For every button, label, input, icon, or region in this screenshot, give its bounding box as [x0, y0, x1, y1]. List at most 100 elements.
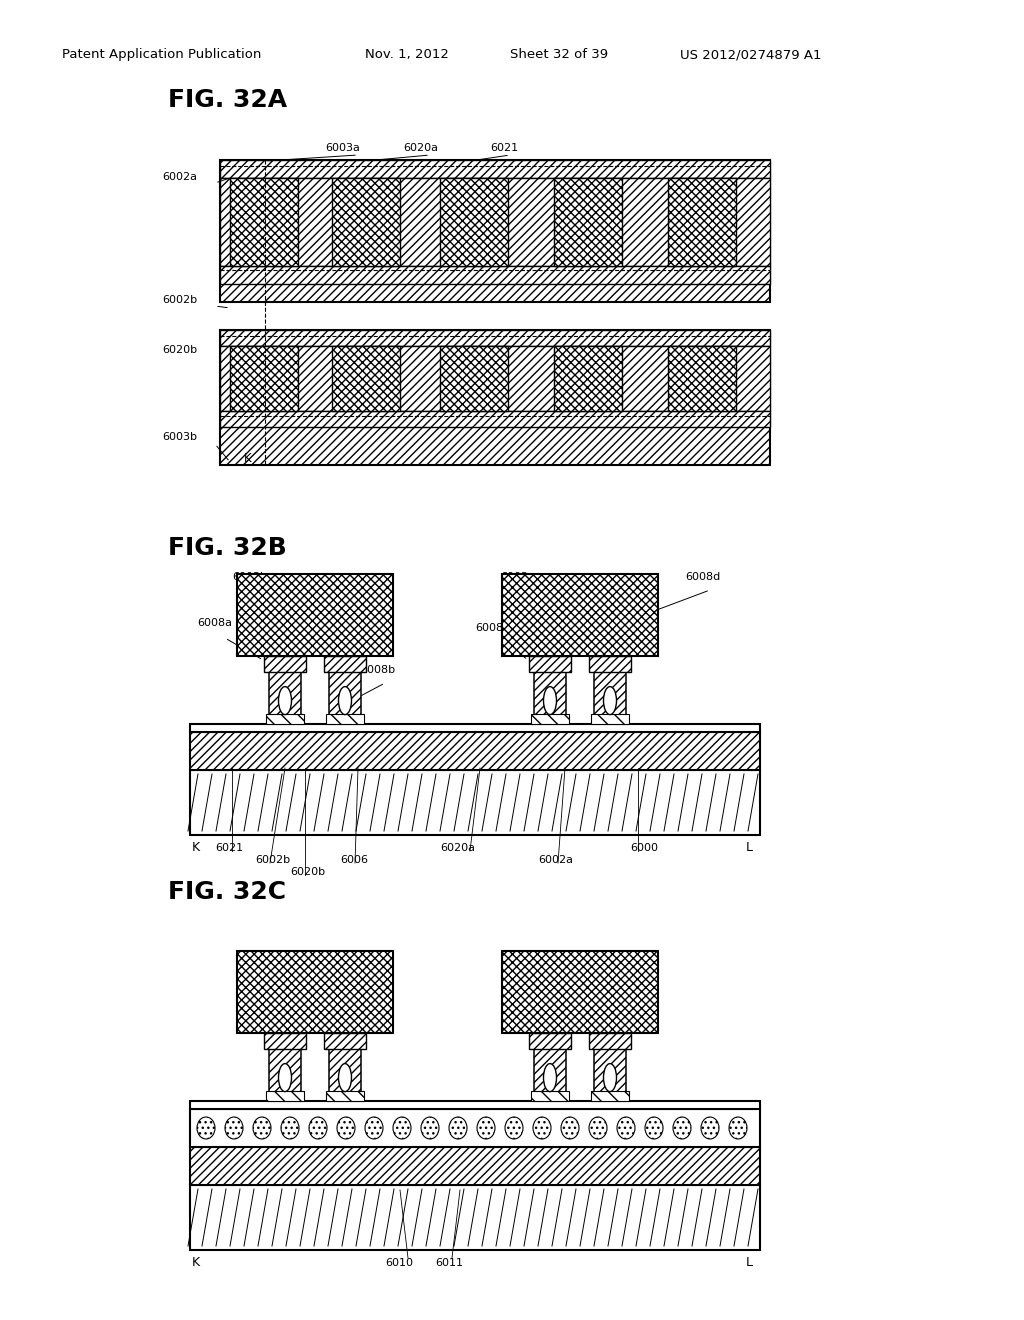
Ellipse shape	[534, 1117, 551, 1139]
Bar	[594, 1049, 626, 1101]
Bar	[190, 1109, 760, 1147]
Text: Sheet 32 of 39: Sheet 32 of 39	[510, 48, 608, 61]
Bar	[190, 1147, 760, 1185]
Bar	[190, 723, 760, 733]
Bar	[237, 950, 393, 1034]
Ellipse shape	[589, 1117, 607, 1139]
Bar	[554, 346, 622, 411]
Bar	[668, 178, 736, 267]
Bar	[324, 1034, 366, 1049]
Ellipse shape	[505, 1117, 523, 1139]
Text: US 2012/0274879 A1: US 2012/0274879 A1	[680, 48, 821, 61]
Bar	[589, 656, 631, 672]
Text: Patent Application Publication: Patent Application Publication	[62, 48, 261, 61]
Bar	[266, 714, 304, 723]
Bar	[529, 1034, 571, 1049]
Text: 6020b: 6020b	[162, 345, 198, 355]
Text: 6020a: 6020a	[440, 843, 475, 853]
Text: 6011: 6011	[435, 1258, 463, 1269]
Text: Nov. 1, 2012: Nov. 1, 2012	[365, 48, 449, 61]
Ellipse shape	[339, 1064, 351, 1092]
Text: L: L	[746, 1257, 753, 1269]
Text: 6020b: 6020b	[290, 867, 326, 876]
Ellipse shape	[337, 1117, 355, 1139]
Bar	[589, 1034, 631, 1049]
Ellipse shape	[197, 1117, 215, 1139]
Bar	[591, 714, 629, 723]
Text: 6021: 6021	[215, 843, 243, 853]
Text: 6002a: 6002a	[538, 855, 573, 865]
Bar	[502, 574, 658, 656]
Bar	[531, 714, 569, 723]
Bar	[529, 656, 571, 672]
Text: 6002a: 6002a	[162, 172, 197, 182]
Bar	[332, 346, 400, 411]
Ellipse shape	[279, 1064, 292, 1092]
Text: K: K	[193, 841, 200, 854]
Bar	[440, 346, 508, 411]
Bar	[264, 1034, 306, 1049]
Bar	[269, 1049, 301, 1101]
Ellipse shape	[279, 686, 292, 714]
Bar	[324, 656, 366, 672]
Bar	[591, 1092, 629, 1101]
Ellipse shape	[603, 1064, 616, 1092]
Text: 6003b: 6003b	[162, 432, 197, 442]
Bar	[190, 1101, 760, 1109]
Bar	[237, 574, 393, 656]
Bar	[534, 672, 566, 723]
Text: 6002b: 6002b	[255, 855, 290, 865]
Ellipse shape	[449, 1117, 467, 1139]
Bar	[220, 346, 770, 411]
Bar	[220, 330, 770, 465]
Bar	[220, 160, 770, 178]
Ellipse shape	[617, 1117, 635, 1139]
Bar	[326, 714, 364, 723]
Bar	[230, 178, 298, 267]
Bar	[220, 411, 770, 426]
Bar	[668, 346, 736, 411]
Ellipse shape	[544, 1064, 556, 1092]
Bar	[534, 1049, 566, 1101]
Bar	[531, 1092, 569, 1101]
Text: FIG. 32C: FIG. 32C	[168, 880, 286, 904]
Bar	[329, 672, 361, 723]
Text: 6008c: 6008c	[475, 623, 509, 634]
Text: 6006: 6006	[340, 855, 368, 865]
Bar	[220, 267, 770, 284]
Bar	[220, 330, 770, 346]
Ellipse shape	[645, 1117, 663, 1139]
Bar	[326, 1092, 364, 1101]
Bar	[190, 770, 760, 836]
Bar	[220, 160, 770, 302]
Ellipse shape	[729, 1117, 746, 1139]
Bar	[554, 178, 622, 267]
Bar	[502, 950, 658, 1034]
Text: FIG. 32B: FIG. 32B	[168, 536, 287, 560]
Ellipse shape	[309, 1117, 327, 1139]
Text: 6003a: 6003a	[500, 572, 535, 582]
Bar	[190, 1185, 760, 1250]
Ellipse shape	[253, 1117, 271, 1139]
Text: 6008b: 6008b	[360, 665, 395, 675]
Ellipse shape	[421, 1117, 439, 1139]
Ellipse shape	[477, 1117, 495, 1139]
Ellipse shape	[225, 1117, 243, 1139]
Text: 6021: 6021	[490, 143, 518, 153]
Text: 6003a: 6003a	[325, 143, 359, 153]
Bar	[220, 178, 770, 267]
Text: K: K	[193, 1257, 200, 1269]
Bar	[332, 178, 400, 267]
Text: 6008d: 6008d	[685, 572, 720, 582]
Bar	[266, 1092, 304, 1101]
Bar	[264, 656, 306, 672]
Bar	[190, 733, 760, 770]
Text: 6010: 6010	[385, 1258, 413, 1269]
Text: K: K	[244, 451, 252, 465]
Ellipse shape	[393, 1117, 411, 1139]
Ellipse shape	[339, 686, 351, 714]
Ellipse shape	[281, 1117, 299, 1139]
Ellipse shape	[673, 1117, 691, 1139]
Text: 6003b: 6003b	[232, 572, 267, 582]
Text: 6000: 6000	[630, 843, 658, 853]
